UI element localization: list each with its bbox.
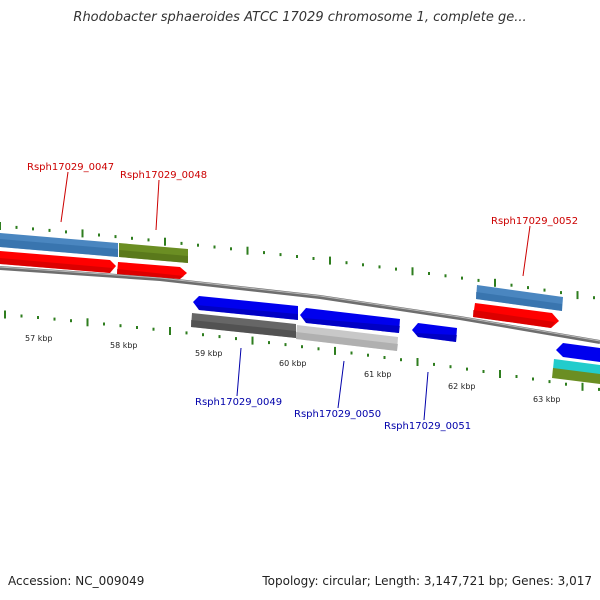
- kbp-label-63: 63 kbp: [533, 395, 561, 404]
- gene-reverse-blue-3[interactable]: [556, 343, 600, 362]
- gene-rsph17029-0052[interactable]: [476, 285, 563, 311]
- leader-line-0048: [155, 179, 160, 231]
- gene-reverse-olive[interactable]: [552, 368, 600, 384]
- gene-rsph17029-0048[interactable]: [119, 243, 188, 263]
- topology-summary-text: Topology: circular; Length: 3,147,721 bp…: [262, 574, 592, 588]
- map-title: Rhodobacter sphaeroides ATCC 17029 chrom…: [73, 10, 527, 25]
- leader-line-0052: [522, 225, 531, 277]
- gene-reverse-cyan[interactable]: [553, 359, 600, 375]
- accession-text: Accession: NC_009049: [8, 574, 145, 588]
- gene-reverse-blue-2[interactable]: [300, 308, 400, 333]
- gene-forward-red-2[interactable]: [117, 262, 187, 279]
- gene-label-0047[interactable]: Rsph17029_0047: [27, 162, 114, 173]
- leader-line-0050: [337, 360, 345, 409]
- gene-rsph17029-0049[interactable]: [191, 313, 296, 338]
- leader-line-0049: [236, 347, 242, 397]
- kbp-label-61: 61 kbp: [364, 370, 392, 379]
- gene-forward-red-1[interactable]: [0, 251, 116, 273]
- chromosome-backbone-highlight: [0, 266, 600, 342]
- gene-rsph17029-0047[interactable]: [0, 233, 118, 257]
- chromosome-backbone: [0, 266, 600, 344]
- gene-label-0048[interactable]: Rsph17029_0048: [120, 170, 207, 181]
- gene-rsph17029-0050[interactable]: [296, 325, 398, 351]
- gene-reverse-blue-1[interactable]: [193, 296, 298, 320]
- gene-label-0051[interactable]: Rsph17029_0051: [384, 421, 471, 432]
- kbp-label-58: 58 kbp: [110, 341, 138, 350]
- kbp-label-62: 62 kbp: [448, 382, 476, 391]
- gene-rsph17029-0051[interactable]: [412, 323, 457, 342]
- gene-label-0052[interactable]: Rsph17029_0052: [491, 216, 578, 227]
- kbp-label-57: 57 kbp: [25, 334, 53, 343]
- leader-line-0051: [423, 371, 429, 421]
- gene-label-0049[interactable]: Rsph17029_0049: [195, 397, 282, 408]
- forward-tick-track: [0, 222, 595, 300]
- kbp-label-60: 60 kbp: [279, 359, 307, 368]
- reverse-tick-track: [4, 310, 600, 391]
- leader-line-0047: [60, 171, 69, 223]
- gene-label-0050[interactable]: Rsph17029_0050: [294, 409, 381, 420]
- kbp-label-59: 59 kbp: [195, 349, 223, 358]
- gene-forward-red-3[interactable]: [473, 303, 559, 328]
